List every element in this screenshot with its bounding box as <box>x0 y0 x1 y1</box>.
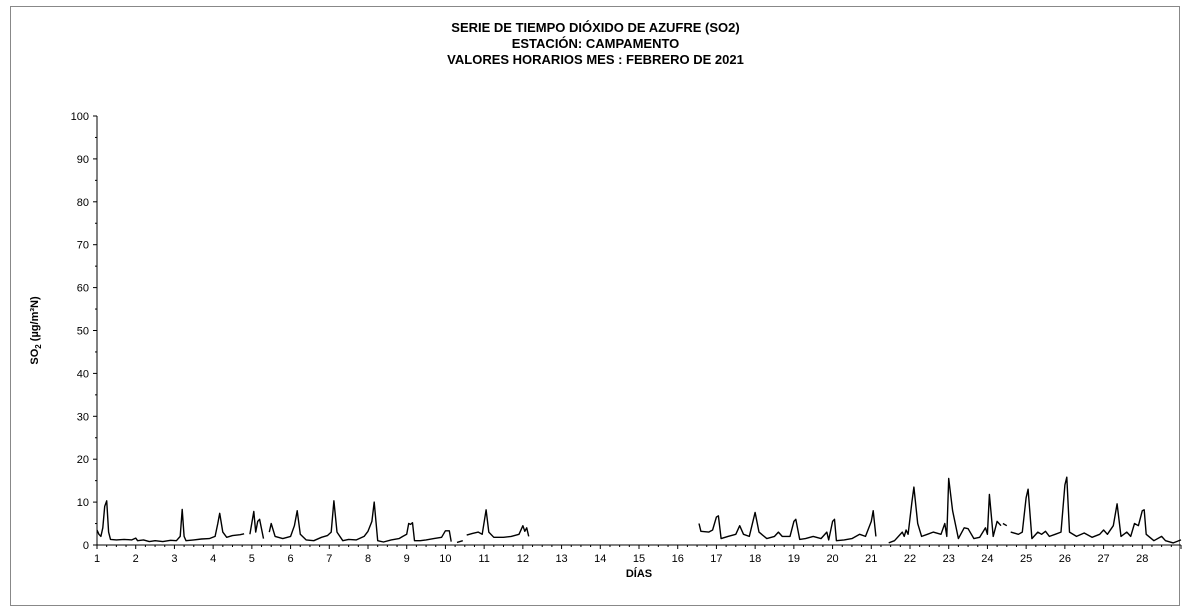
y-tick-label: 90 <box>77 154 89 166</box>
x-tick-label: 1 <box>94 553 100 565</box>
x-tick-label: 2 <box>133 553 139 565</box>
chart-title: SERIE DE TIEMPO DIÓXIDO DE AZUFRE (SO2) <box>451 20 740 35</box>
x-tick-label: 10 <box>439 553 451 565</box>
x-tick-label: 28 <box>1136 553 1148 565</box>
x-tick-label: 21 <box>865 553 877 565</box>
series-line-segment <box>96 500 245 543</box>
y-tick-label: 60 <box>77 283 89 295</box>
y-tick-label: 20 <box>77 454 89 466</box>
chart-titles: SERIE DE TIEMPO DIÓXIDO DE AZUFRE (SO2) … <box>0 20 1191 68</box>
y-tick-label: 30 <box>77 411 89 423</box>
x-tick-label: 27 <box>1097 553 1109 565</box>
x-tick-label: 13 <box>555 553 567 565</box>
x-tick-label: 23 <box>943 553 955 565</box>
y-tick-label: 80 <box>77 197 89 209</box>
y-tick-label: 100 <box>71 111 89 123</box>
x-tick-label: 15 <box>633 553 645 565</box>
x-tick-label: 7 <box>326 553 332 565</box>
x-tick-label: 16 <box>672 553 684 565</box>
series-line-segment <box>456 540 463 544</box>
x-tick-label: 26 <box>1059 553 1071 565</box>
series-line-segment <box>698 510 877 542</box>
x-tick-label: 5 <box>249 553 255 565</box>
y-axis-ticks: 0 10 20 30 40 50 60 70 80 90 100 <box>71 111 97 552</box>
x-axis-ticks: 1 2 3 4 5 6 7 8 9 10 11 12 13 14 15 16 17 18 19 20 21 22 23 24 2… <box>94 545 1182 565</box>
y-tick-label: 50 <box>77 326 89 338</box>
x-tick-label: 20 <box>826 553 838 565</box>
series-line-segment <box>268 500 452 543</box>
x-tick-label: 12 <box>517 553 529 565</box>
y-tick-label: 10 <box>77 497 89 509</box>
y-axis-label: SO2 (µg/m³N) <box>29 296 43 365</box>
x-tick-label: 17 <box>710 553 722 565</box>
x-tick-label: 8 <box>365 553 371 565</box>
series-line-segment <box>1002 522 1008 527</box>
x-tick-label: 9 <box>404 553 410 565</box>
x-tick-label: 22 <box>904 553 916 565</box>
series-line-segment <box>466 509 530 538</box>
x-tick-label: 19 <box>788 553 800 565</box>
series-line-segment <box>1010 476 1182 544</box>
x-tick-label: 4 <box>210 553 216 565</box>
series-line-segment <box>888 477 1002 544</box>
x-tick-label: 3 <box>171 553 177 565</box>
x-tick-label: 6 <box>288 553 294 565</box>
chart-subtitle: ESTACIÓN: CAMPAMENTO <box>511 36 680 51</box>
chart-frame <box>10 6 1180 606</box>
x-tick-label: 25 <box>1020 553 1032 565</box>
y-tick-label: 40 <box>77 368 89 380</box>
series-line-segment <box>249 510 265 539</box>
x-axis-label: DÍAS <box>626 567 652 580</box>
chart-subtitle-2: VALORES HORARIOS MES : FEBRERO DE 2021 <box>447 52 744 67</box>
x-tick-label: 24 <box>981 553 993 565</box>
y-tick-label: 0 <box>83 540 89 552</box>
x-tick-label: 18 <box>749 553 761 565</box>
series-lines <box>96 476 1182 544</box>
x-tick-label: 14 <box>594 553 606 565</box>
x-tick-label: 11 <box>478 553 489 565</box>
y-tick-label: 70 <box>77 240 89 252</box>
